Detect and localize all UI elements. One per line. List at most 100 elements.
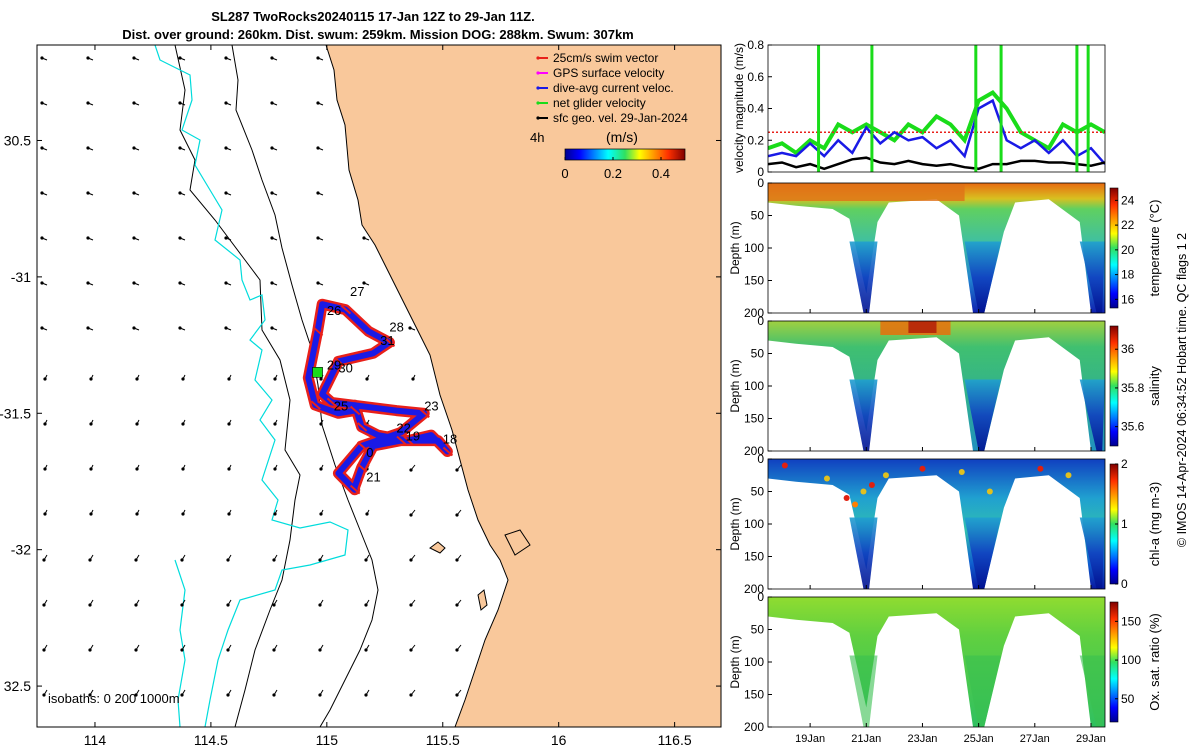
map-ticks: 114 114.5 115 115.5 16 116.5 30.5 -31 -31.5 -32 32… — [0, 45, 721, 748]
time-tick-label: 29Jan — [1076, 733, 1106, 745]
section-ytick-label: 150 — [744, 688, 764, 702]
current-arrow-head — [180, 558, 184, 562]
current-arrow-head — [40, 146, 44, 150]
map-frame — [36, 44, 722, 728]
current-arrow-head — [89, 467, 93, 471]
current-arrow-head — [319, 422, 323, 426]
colorbar-tick-label: 0 — [561, 166, 568, 181]
current-arrow-head — [455, 693, 459, 697]
section-colorbar — [1109, 601, 1119, 723]
current-arrow-head — [318, 603, 322, 607]
section-ytick-label: 150 — [744, 274, 764, 288]
colorbar-tick-label: 0.4 — [652, 166, 670, 181]
time-tick-label: 19Jan — [795, 733, 825, 745]
current-arrow-head — [409, 468, 413, 472]
current-arrow-head — [134, 693, 138, 697]
current-arrow-head — [224, 101, 228, 105]
velocity-ytick-label: 0.8 — [747, 38, 764, 52]
section-deep-core — [964, 517, 1002, 589]
velocity-ytick-label: 0.6 — [747, 70, 764, 84]
footer-credit: © IMOS 14-Apr-2024 06:34:52 Hobart time.… — [1175, 233, 1189, 547]
current-arrow-head — [455, 648, 459, 652]
deployment-marker — [312, 367, 323, 378]
temperature-section: 0 50 100 150 200 Depth (m) 16 18 20 22 24 temperatu… — [728, 176, 1162, 320]
current-arrow-head — [43, 467, 47, 471]
current-arrow-head — [362, 236, 366, 240]
current-arrow-head — [272, 558, 276, 562]
land-headland — [504, 529, 531, 556]
map-ytick-label: -31 — [11, 269, 31, 285]
current-arrow-head — [40, 101, 44, 105]
section-deep-core — [964, 655, 1002, 727]
figure-title-line2: Dist. over ground: 260km. Dist. swum: 25… — [122, 27, 634, 42]
swim-vector-tick — [356, 441, 368, 451]
current-arrow-head — [318, 693, 322, 697]
current-arrow-head — [455, 513, 459, 517]
section-deep-core — [1079, 241, 1105, 313]
section-ytick-label: 200 — [744, 582, 764, 596]
current-arrow-head — [178, 191, 182, 195]
current-arrow-head — [135, 467, 139, 471]
current-arrow-head — [42, 693, 46, 697]
land-polygon — [325, 45, 721, 727]
current-arrow-head — [132, 326, 136, 330]
chla-hotspot — [986, 488, 993, 495]
section-ytick-label: 0 — [757, 590, 764, 604]
colorbar-tick-label: 0.2 — [604, 166, 622, 181]
section-ytick-label: 100 — [744, 655, 764, 669]
current-arrow-head — [86, 146, 90, 150]
current-arrow-head — [364, 693, 368, 697]
section-ylabel: Depth (m) — [728, 635, 742, 688]
colorbar-tick-label: 50 — [1121, 692, 1135, 706]
colorbar-tick-label: 16 — [1121, 292, 1135, 306]
current-arrow-head — [132, 191, 136, 195]
salinity-section: 0 50 100 150 200 Depth (m) 35.6 35.8 36 salinity — [728, 314, 1162, 458]
current-arrow-head — [86, 236, 90, 240]
section-ytick-label: 150 — [744, 550, 764, 564]
current-arrow-head — [86, 326, 90, 330]
chla-hotspot — [781, 462, 788, 469]
current-arrow-head — [319, 512, 323, 516]
legend-entry: dive-avg current veloc. — [553, 81, 674, 95]
current-arrow-head — [40, 56, 44, 60]
swim-vector-tick — [403, 435, 414, 446]
speed-colorbar — [564, 148, 686, 161]
colorbar-units: (m/s) — [606, 129, 638, 145]
island-garden — [477, 589, 488, 611]
section-ytick-label: 0 — [757, 314, 764, 328]
legend-swatch-dot — [536, 71, 540, 75]
current-arrow-head — [273, 377, 277, 381]
day-label: 31 — [380, 333, 394, 348]
map-ytick-label: -31.5 — [0, 405, 31, 421]
current-arrow-head — [89, 512, 93, 516]
current-arrow-head — [273, 512, 277, 516]
section-ytick-label: 150 — [744, 412, 764, 426]
current-arrow-head — [40, 326, 44, 330]
current-arrow-head — [135, 422, 139, 426]
section-deep-core — [849, 241, 878, 313]
current-arrow-head — [132, 146, 136, 150]
current-arrow-head — [455, 558, 459, 562]
time-tick-label: 27Jan — [1020, 733, 1050, 745]
current-arrow-head — [43, 422, 47, 426]
section-ylabel: Depth (m) — [728, 221, 742, 274]
current-arrow-head — [316, 236, 320, 240]
figure-title-line1: SL287 TwoRocks20240115 17-Jan 12Z to 29-… — [211, 9, 535, 24]
isobath-1000m-west — [174, 559, 186, 727]
current-arrow-head — [273, 467, 277, 471]
current-arrow-head — [88, 648, 92, 652]
current-arrow-head — [316, 146, 320, 150]
current-arrow-head — [224, 326, 228, 330]
section-deep-core — [849, 379, 878, 451]
day-label: 25 — [334, 399, 348, 414]
current-arrow-head — [227, 512, 231, 516]
swim-vector-tick — [333, 356, 345, 367]
current-arrow-head — [270, 146, 274, 150]
section-ytick-label: 100 — [744, 241, 764, 255]
current-arrow-head — [227, 377, 231, 381]
section-ytick-label: 50 — [751, 485, 765, 499]
chla-hotspot — [852, 501, 859, 508]
time-tick-label: 21Jan — [851, 733, 881, 745]
